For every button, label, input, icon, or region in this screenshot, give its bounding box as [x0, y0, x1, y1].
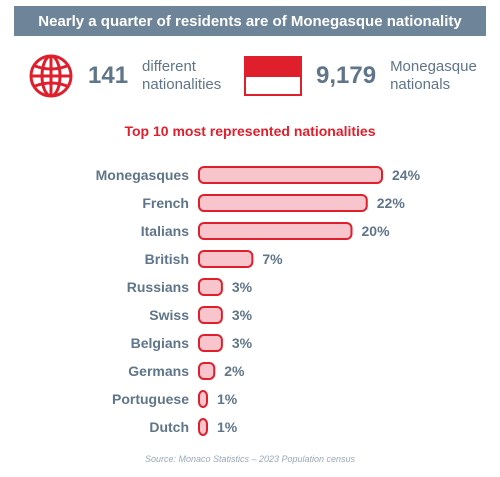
value-label: 24% [392, 167, 421, 183]
header-banner: Nearly a quarter of residents are of Mon… [14, 6, 486, 36]
nationals-label-line2: nationals [390, 76, 451, 93]
monaco-flag-icon [244, 56, 302, 96]
category-label: Swiss [149, 307, 189, 323]
value-label: 3% [232, 279, 253, 295]
value-label: 3% [232, 335, 253, 351]
chart-title: Top 10 most represented nationalities [124, 123, 376, 139]
bar [198, 390, 208, 408]
nationalities-label: different nationalities [142, 58, 221, 94]
bar [198, 166, 383, 184]
category-label: Monegasques [96, 167, 190, 183]
bar [198, 250, 254, 268]
nationals-label-line1: Monegasque [390, 58, 477, 75]
value-label: 3% [232, 307, 253, 323]
nationals-count: 9,179 [316, 62, 377, 89]
bar [198, 362, 216, 380]
bar [198, 334, 223, 352]
category-label: Russians [127, 279, 189, 295]
category-label: Germans [128, 363, 189, 379]
bar [198, 278, 223, 296]
nationalities-count: 141 [88, 62, 129, 89]
value-label: 20% [362, 223, 391, 239]
banner-title: Nearly a quarter of residents are of Mon… [38, 12, 462, 30]
category-label: Portuguese [112, 391, 189, 407]
value-label: 1% [217, 391, 238, 407]
bar [198, 222, 353, 240]
stat-nationals: 9,179 Monegasque nationals [244, 50, 477, 102]
nationalities-label-line1: different [142, 58, 196, 75]
bar [198, 194, 368, 212]
nationalities-label-line2: nationalities [142, 76, 222, 93]
category-label: British [145, 251, 189, 267]
category-label: Belgians [131, 335, 190, 351]
category-label: Dutch [149, 419, 189, 435]
value-label: 22% [377, 195, 406, 211]
nationals-label: Monegasque nationals [390, 58, 477, 94]
stat-nationalities: 141 different nationalities [28, 50, 221, 102]
value-label: 7% [262, 251, 283, 267]
source-note: Source: Monaco Statistics – 2023 Populat… [144, 454, 356, 464]
value-label: 2% [224, 363, 245, 379]
bar-chart: Monegasques 24% French 22% Italians 20% Britis… [96, 166, 421, 436]
value-label: 1% [217, 419, 238, 435]
category-label: Italians [141, 223, 189, 239]
globe-icon [29, 54, 73, 98]
bar [198, 306, 223, 324]
category-label: French [142, 195, 189, 211]
bar [198, 418, 208, 436]
